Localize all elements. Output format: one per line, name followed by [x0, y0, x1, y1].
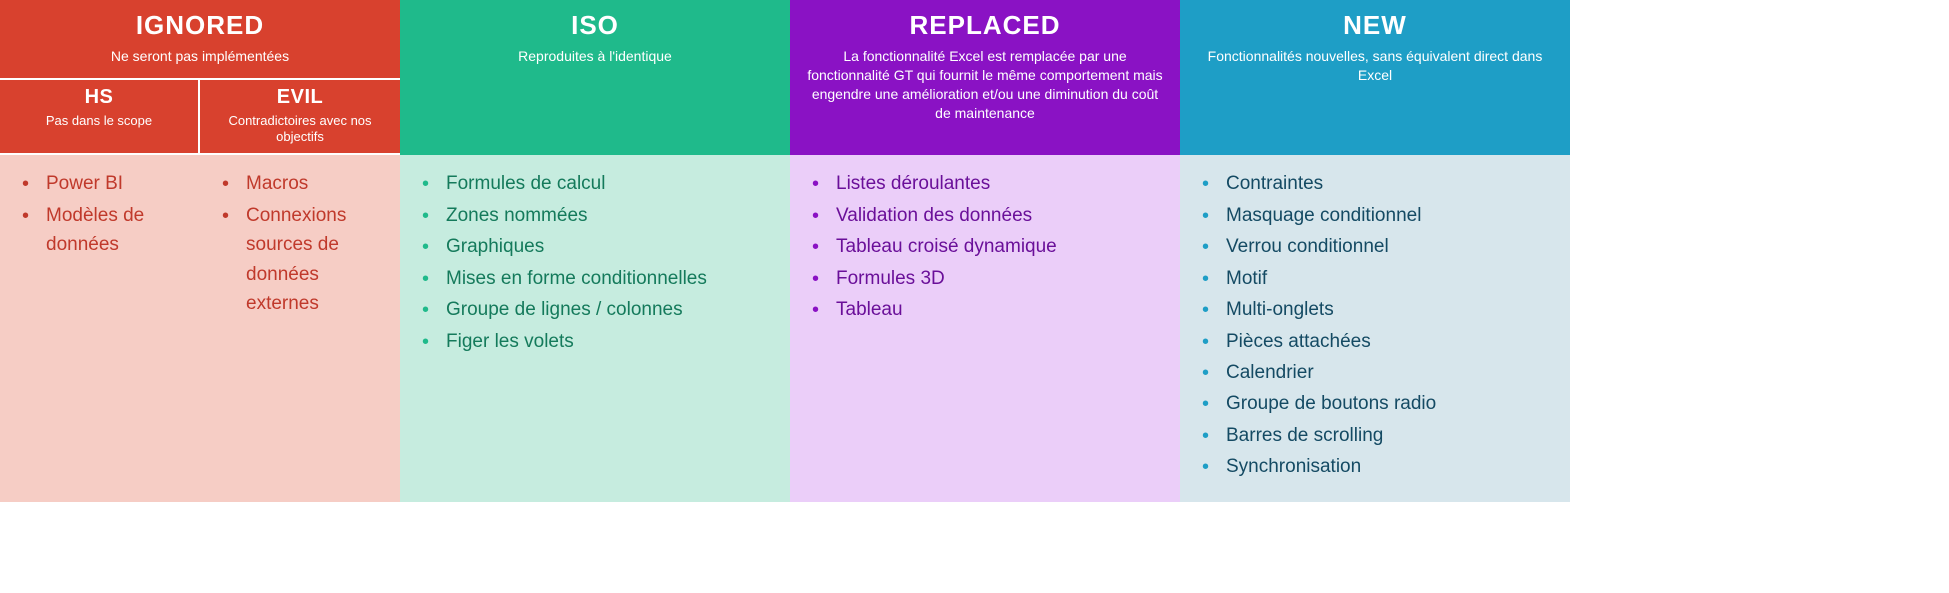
list-item: Mises en forme conditionnelles — [414, 264, 780, 293]
header-iso-title: ISO — [414, 10, 776, 41]
list-evil: Macros Connexions sources de données exte… — [210, 169, 390, 318]
list-item: Multi-onglets — [1194, 295, 1560, 324]
header-ignored-subtitle: Ne seront pas implémentées — [14, 47, 386, 66]
list-item: Power BI — [14, 169, 190, 198]
list-item: Synchronisation — [1194, 452, 1560, 481]
subheader-evil: EVIL Contradictoires avec nos objectifs — [200, 80, 400, 156]
list-item: Listes déroulantes — [804, 169, 1170, 198]
list-item: Masquage conditionnel — [1194, 201, 1560, 230]
body-new: Contraintes Masquage conditionnelVerrou c… — [1180, 155, 1570, 501]
list-item: Macros — [214, 169, 390, 198]
header-iso-subtitle: Reproduites à l'identique — [414, 47, 776, 66]
header-new: NEW Fonctionnalités nouvelles, sans équi… — [1180, 0, 1570, 155]
list-new: Contraintes Masquage conditionnelVerrou c… — [1190, 169, 1560, 481]
list-item: Formules de calcul — [414, 169, 780, 198]
list-hs: Power BI Modèles de données — [10, 169, 190, 259]
list-item: Zones nommées — [414, 201, 780, 230]
list-item: Connexions sources de données externes — [214, 201, 390, 319]
list-item: Validation des données — [804, 201, 1170, 230]
header-replaced: REPLACED La fonctionnalité Excel est rem… — [790, 0, 1180, 155]
list-item: Tableau — [804, 295, 1170, 324]
header-iso: ISO Reproduites à l'identique — [400, 0, 790, 155]
list-item: Modèles de données — [14, 201, 190, 260]
header-replaced-title: REPLACED — [804, 10, 1166, 41]
list-item: Motif — [1194, 264, 1560, 293]
list-item: Tableau croisé dynamique — [804, 232, 1170, 261]
subheader-hs-title: HS — [8, 86, 190, 109]
list-item: Barres de scrolling — [1194, 421, 1560, 450]
body-hs: Power BI Modèles de données — [0, 155, 200, 501]
list-item: Pièces attachées — [1194, 327, 1560, 356]
header-new-subtitle: Fonctionnalités nouvelles, sans équivale… — [1194, 47, 1556, 85]
subheader-hs: HS Pas dans le scope — [0, 80, 200, 156]
header-ignored-title: IGNORED — [14, 10, 386, 41]
list-iso: Formules de calcul Zones nomméesGraphique… — [410, 169, 780, 356]
list-item: Contraintes — [1194, 169, 1560, 198]
body-iso: Formules de calcul Zones nomméesGraphique… — [400, 155, 790, 501]
header-new-title: NEW — [1194, 10, 1556, 41]
body-evil: Macros Connexions sources de données exte… — [200, 155, 400, 501]
list-item: Verrou conditionnel — [1194, 232, 1560, 261]
subheader-evil-subtitle: Contradictoires avec nos objectifs — [208, 113, 392, 146]
subheader-hs-subtitle: Pas dans le scope — [8, 113, 190, 129]
body-replaced: Listes déroulantes Validation des données… — [790, 155, 1180, 501]
header-replaced-subtitle: La fonctionnalité Excel est remplacée pa… — [804, 47, 1166, 123]
list-item: Calendrier — [1194, 358, 1560, 387]
list-item: Graphiques — [414, 232, 780, 261]
list-replaced: Listes déroulantes Validation des données… — [800, 169, 1170, 324]
list-item: Groupe de lignes / colonnes — [414, 295, 780, 324]
list-item: Figer les volets — [414, 327, 780, 356]
list-item: Formules 3D — [804, 264, 1170, 293]
subheader-evil-title: EVIL — [208, 86, 392, 109]
header-ignored: IGNORED Ne seront pas implémentées — [0, 0, 400, 80]
list-item: Groupe de boutons radio — [1194, 389, 1560, 418]
category-grid: IGNORED Ne seront pas implémentées ISO R… — [0, 0, 1570, 502]
